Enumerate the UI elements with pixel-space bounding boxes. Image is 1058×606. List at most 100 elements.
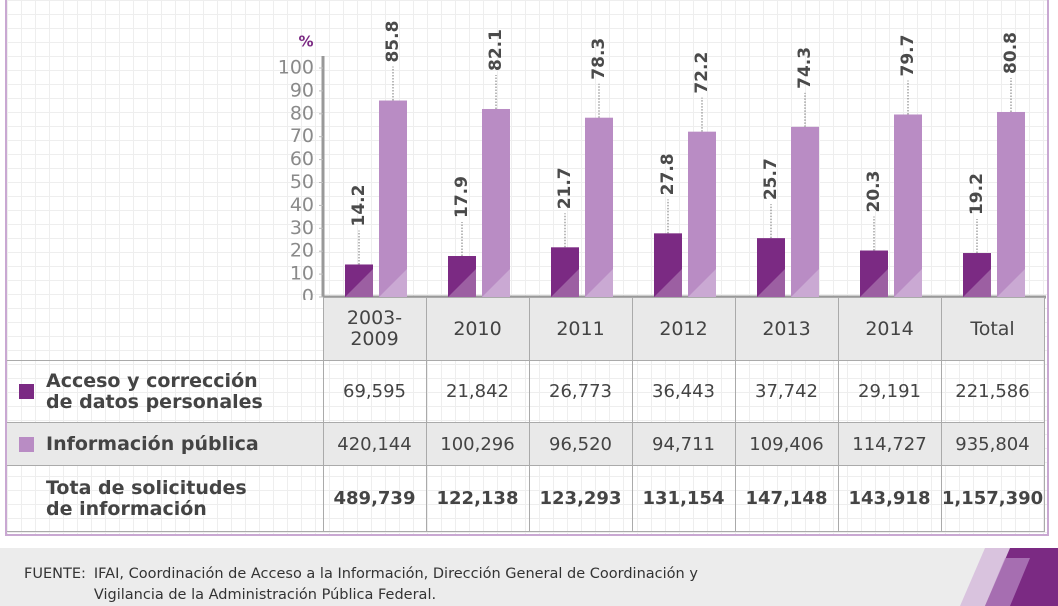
- bar-decoration: [379, 269, 407, 297]
- x-tick-label: 2010: [425, 297, 530, 361]
- y-tick-label: 60: [290, 148, 314, 170]
- cell: 131,154: [631, 465, 736, 532]
- cell: 114,727: [837, 422, 942, 466]
- y-tick-label: 30: [290, 217, 314, 239]
- cell: 147,148: [734, 465, 839, 532]
- bar-decoration: [894, 269, 922, 297]
- bar: [448, 256, 476, 297]
- bar-decoration: [963, 269, 991, 297]
- value-label: 80.8: [1001, 32, 1021, 74]
- bar-decoration: [345, 269, 373, 297]
- cell: 94,711: [631, 422, 736, 466]
- value-label: 20.3: [864, 171, 884, 213]
- y-tick-label: 90: [290, 79, 314, 101]
- value-label: 72.2: [692, 52, 712, 94]
- bar-decoration: [997, 269, 1025, 297]
- legend-swatch: [19, 437, 34, 452]
- cell: 96,520: [528, 422, 633, 466]
- header-row: 2003- 2009 2010 2011 2012 2013 2014 Total: [7, 297, 1045, 361]
- x-tick-label: 2013: [734, 297, 839, 361]
- y-tick-label: 100: [278, 57, 314, 79]
- cell: 109,406: [734, 422, 839, 466]
- value-label: 27.8: [658, 153, 678, 195]
- legend-entry: Acceso y corrección de datos personales: [7, 360, 324, 423]
- x-tick-label: 2003- 2009: [322, 297, 427, 361]
- value-label: 21.7: [555, 167, 575, 209]
- legend-swatch: [19, 384, 34, 399]
- legend-label: Acceso y corrección de datos personales: [46, 369, 263, 413]
- value-label: 79.7: [898, 35, 918, 77]
- bar: [551, 247, 579, 297]
- value-label: 19.2: [967, 173, 987, 215]
- y-tick-label: 20: [290, 240, 314, 262]
- bar: [757, 238, 785, 297]
- y-tick-label: 10: [290, 263, 314, 285]
- value-label: 82.1: [486, 29, 506, 71]
- bar: [860, 250, 888, 297]
- footer: FUENTE: IFAI, Coordinación de Acceso a l…: [0, 548, 1058, 606]
- y-tick-label: 0: [302, 286, 314, 301]
- total-row: Tota de solicitudes de información 489,73…: [7, 465, 1045, 532]
- source: FUENTE: IFAI, Coordinación de Acceso a l…: [24, 564, 698, 606]
- bar: [585, 117, 613, 298]
- bar: [688, 131, 716, 297]
- cell: 143,918: [837, 465, 942, 532]
- legend-label: Información pública: [46, 433, 259, 455]
- bar-decoration: [757, 269, 785, 297]
- cell: 37,742: [734, 360, 839, 423]
- bar: [482, 108, 510, 297]
- bar-decoration: [551, 269, 579, 297]
- value-label: 17.9: [452, 176, 472, 218]
- bar: [791, 126, 819, 297]
- value-label: 78.3: [589, 38, 609, 80]
- cell: 100,296: [425, 422, 530, 466]
- bar-decoration: [688, 269, 716, 297]
- row-label-text: Tota de solicitudes de información: [46, 476, 247, 520]
- legend-entry: Información pública: [7, 422, 324, 466]
- y-tick-label: 70: [290, 125, 314, 147]
- data-table: 2003- 2009 2010 2011 2012 2013 2014 Total Acces…: [7, 297, 1045, 532]
- bar: [894, 114, 922, 297]
- cell: 69,595: [322, 360, 427, 423]
- value-label: 25.7: [761, 158, 781, 200]
- cell: 935,804: [940, 422, 1045, 466]
- cell: 26,773: [528, 360, 633, 423]
- value-label: 74.3: [795, 47, 815, 89]
- cell: 221,586: [940, 360, 1045, 423]
- bar: [654, 233, 682, 297]
- bar-decoration: [791, 269, 819, 297]
- spacer: [19, 491, 34, 506]
- data-row: Información pública 420,144 100,296 96,520 9…: [7, 422, 1045, 466]
- x-tick-label: 2014: [837, 297, 942, 361]
- bar-decoration: [482, 269, 510, 297]
- cell: 122,138: [425, 465, 530, 532]
- x-tick-label: 2012: [631, 297, 736, 361]
- cell: 1,157,390: [940, 465, 1045, 532]
- bar: [345, 264, 373, 297]
- cell: 29,191: [837, 360, 942, 423]
- cell: 420,144: [322, 422, 427, 466]
- data-row: Acceso y corrección de datos personales 6…: [7, 360, 1045, 423]
- corner: [7, 298, 323, 361]
- bar: [963, 253, 991, 297]
- row-label: Tota de solicitudes de información: [7, 465, 324, 532]
- bar: [997, 111, 1025, 297]
- bar-decoration: [860, 269, 888, 297]
- x-tick-label: Total: [940, 297, 1045, 361]
- cell: 489,739: [322, 465, 427, 532]
- cell: 123,293: [528, 465, 633, 532]
- value-label: 14.2: [349, 185, 369, 227]
- bar-decoration: [585, 269, 613, 297]
- bar: [379, 100, 407, 297]
- source-text: IFAI, Coordinación de Acceso a la Inform…: [93, 566, 698, 603]
- source-label: FUENTE:: [24, 566, 86, 582]
- y-tick-label: 40: [290, 194, 314, 216]
- y-tick-label: 50: [290, 171, 314, 193]
- bar-decoration: [448, 269, 476, 297]
- y-tick-label: 80: [290, 102, 314, 124]
- cell: 36,443: [631, 360, 736, 423]
- value-label: 85.8: [383, 21, 403, 63]
- y-axis-label: %: [298, 33, 313, 51]
